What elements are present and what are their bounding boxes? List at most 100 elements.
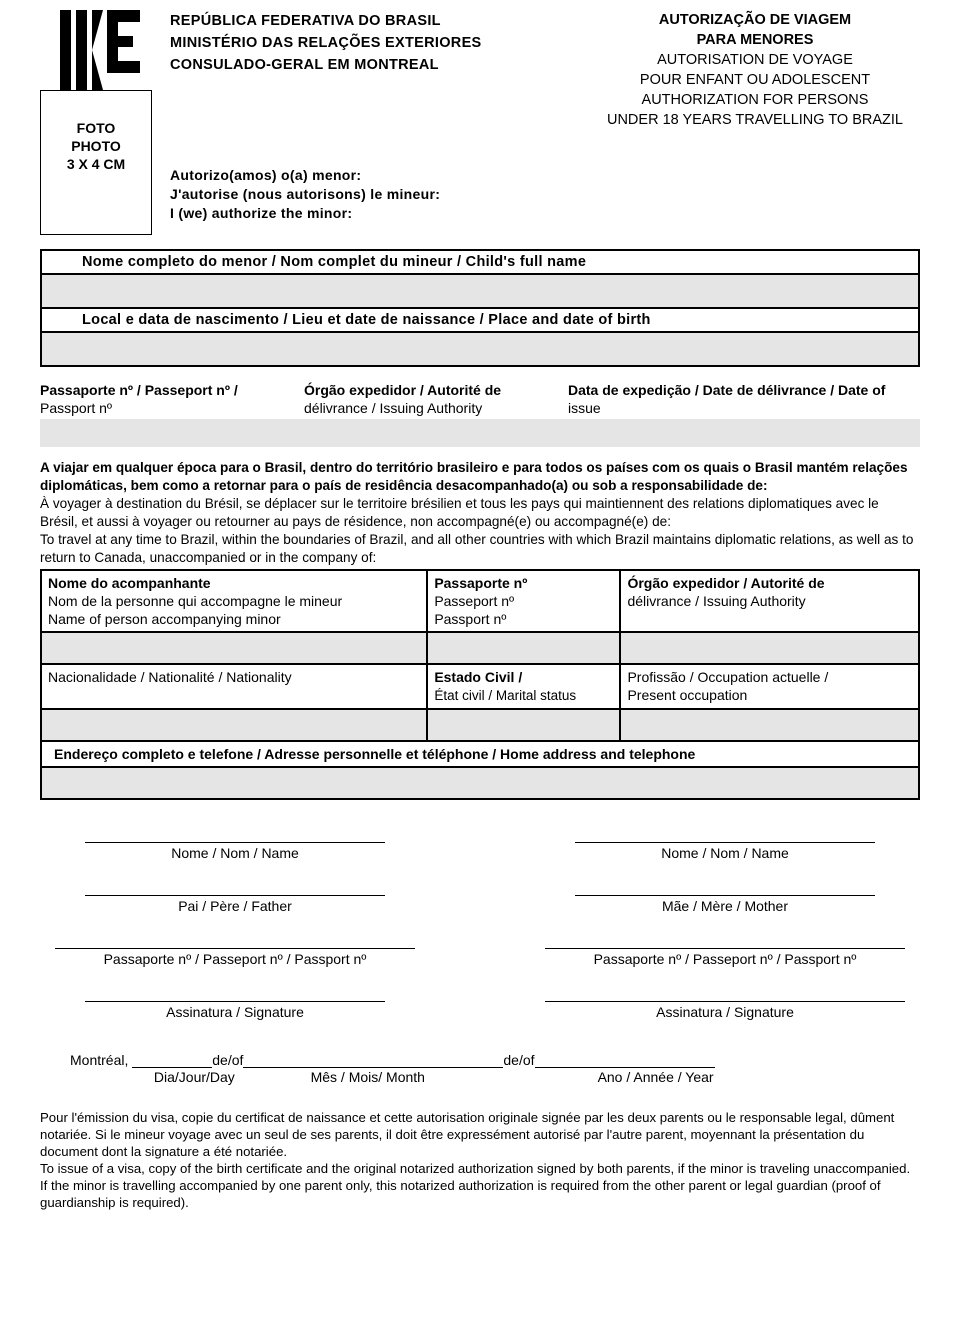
body-pt: A viajar em qualquer época para o Brasil… [40, 460, 908, 493]
sig-label-pass-r: Passaporte nº / Passeport nº / Passport … [594, 951, 857, 967]
title-fr1: AUTORISATION DE VOYAGE [590, 50, 920, 70]
prof-l2: Present occupation [627, 687, 747, 703]
addr-input[interactable] [41, 767, 919, 799]
logo [60, 10, 140, 90]
pass-c2l2: délivrance / Issuing Authority [304, 400, 482, 416]
authorize-block: Autorizo(amos) o(a) menor: J'autorise (n… [170, 166, 590, 223]
comp-c1l2: Nom de la personne qui accompagne le min… [48, 593, 342, 609]
title-en2: UNDER 18 YEARS TRAVELLING TO BRAZIL [590, 110, 920, 130]
sig-pass-left: Passaporte nº / Passeport nº / Passport … [40, 946, 430, 967]
comp-c3l2: délivrance / Issuing Authority [627, 593, 805, 609]
pass-c1l2: Passport nº [40, 400, 112, 416]
sig-label-sign-l: Assinatura / Signature [166, 1004, 304, 1020]
nat-input[interactable] [41, 709, 427, 741]
header-line1: REPÚBLICA FEDERATIVA DO BRASIL [170, 10, 590, 32]
header-line3: CONSULADO-GERAL EM MONTREAL [170, 54, 590, 76]
comp-c1l1: Nome do acompanhante [48, 575, 211, 591]
left-column: FOTO PHOTO 3 X 4 CM [40, 10, 160, 235]
day-label: Dia/Jour/Day [154, 1069, 264, 1085]
comp-c1: Nome do acompanhante Nom de la personne … [41, 570, 427, 632]
title-pt1: AUTORIZAÇÃO DE VIAGEM [590, 10, 920, 30]
signature-area: Nome / Nom / Name Nome / Nom / Name Pai … [40, 840, 920, 1085]
footer-text: Pour l'émission du visa, copie du certif… [40, 1109, 920, 1211]
passport-h1: Passaporte nº / Passeport nº / Passport … [40, 379, 304, 419]
companion-table: Nome do acompanhante Nom de la personne … [40, 569, 920, 800]
civil-l1: Estado Civil / [434, 669, 522, 685]
sig-name-right: Nome / Nom / Name [530, 840, 920, 861]
comp-c3l1: Órgão expedidor / Autorité de [627, 575, 824, 591]
footer-en: To issue of a visa, copy of the birth ce… [40, 1161, 910, 1210]
comp-c3: Órgão expedidor / Autorité de délivrance… [620, 570, 919, 632]
sig-sign-left: Assinatura / Signature [40, 999, 430, 1020]
birth-input[interactable] [41, 332, 919, 366]
auth-en: I (we) authorize the minor: [170, 204, 590, 223]
birth-label: Local e data de nascimento / Lieu et dat… [41, 308, 919, 332]
sig-label-mother: Mãe / Mère / Mother [662, 898, 788, 914]
photo-label-1: FOTO [41, 119, 151, 137]
comp-c2: Passaporte nº Passeport nº Passport nº [427, 570, 620, 632]
header-middle: REPÚBLICA FEDERATIVA DO BRASIL MINISTÉRI… [160, 10, 590, 235]
sig-sign-right: Assinatura / Signature [530, 999, 920, 1020]
child-name-label: Nome completo do menor / Nom complet du … [41, 250, 919, 274]
sig-label-name-l: Nome / Nom / Name [171, 845, 299, 861]
passport-table: Passaporte nº / Passeport nº / Passport … [40, 379, 920, 447]
body-text: A viajar em qualquer época para o Brasil… [40, 459, 920, 567]
child-name-table: Nome completo do menor / Nom complet du … [40, 249, 920, 367]
sig-label-sign-r: Assinatura / Signature [656, 1004, 794, 1020]
comp-auth-input[interactable] [620, 632, 919, 664]
title-pt2: PARA MENORES [590, 30, 920, 50]
day-input[interactable] [132, 1053, 212, 1068]
pass-c2l1: Órgão expedidor / Autorité de [304, 382, 501, 398]
passport-input-2[interactable] [304, 419, 568, 447]
comp-c2l1: Passaporte nº [434, 575, 527, 591]
auth-pt: Autorizo(amos) o(a) menor: [170, 166, 590, 185]
nat-label: Nacionalidade / Nationalité / Nationalit… [41, 664, 427, 709]
form-page: FOTO PHOTO 3 X 4 CM REPÚBLICA FEDERATIVA… [0, 0, 960, 1328]
photo-placeholder: FOTO PHOTO 3 X 4 CM [40, 90, 152, 235]
comp-pass-input[interactable] [427, 632, 620, 664]
month-label: Mês / Mois/ Month [268, 1069, 468, 1085]
passport-h2: Órgão expedidor / Autorité de délivrance… [304, 379, 568, 419]
pass-c1l1: Passaporte nº / Passeport nº / [40, 382, 238, 398]
date-labels: Dia/Jour/Day Mês / Mois/ Month Ano / Ann… [70, 1069, 920, 1085]
passport-input-1[interactable] [40, 419, 304, 447]
prof-label: Profissão / Occupation actuelle / Presen… [620, 664, 919, 709]
month-input[interactable] [243, 1053, 503, 1068]
year-label: Ano / Année / Year [556, 1069, 756, 1085]
pass-c3l1: Data de expedição / Date de délivrance /… [568, 382, 885, 398]
title-fr2: POUR ENFANT OU ADOLESCENT [590, 70, 920, 90]
comp-name-input[interactable] [41, 632, 427, 664]
header-right: AUTORIZAÇÃO DE VIAGEM PARA MENORES AUTOR… [590, 10, 920, 235]
sig-label-father: Pai / Père / Father [178, 898, 292, 914]
civil-input[interactable] [427, 709, 620, 741]
photo-label-2: PHOTO [41, 137, 151, 155]
auth-fr: J'autorise (nous autorisons) le mineur: [170, 185, 590, 204]
body-en: To travel at any time to Brazil, within … [40, 532, 913, 565]
child-name-input[interactable] [41, 274, 919, 308]
body-fr: À voyager à destination du Brésil, se dé… [40, 496, 879, 529]
comp-c1l3: Name of person accompanying minor [48, 611, 281, 627]
comp-c2l3: Passport nº [434, 611, 506, 627]
passport-input-3[interactable] [568, 419, 920, 447]
prof-input[interactable] [620, 709, 919, 741]
sig-pass-right: Passaporte nº / Passeport nº / Passport … [530, 946, 920, 967]
deof2: de/of [503, 1052, 534, 1068]
header-row: FOTO PHOTO 3 X 4 CM REPÚBLICA FEDERATIVA… [40, 10, 920, 235]
footer-fr: Pour l'émission du visa, copie du certif… [40, 1110, 894, 1159]
date-city: Montréal, [70, 1052, 132, 1068]
deof1: de/of [212, 1052, 243, 1068]
title-en1: AUTHORIZATION FOR PERSONS [590, 90, 920, 110]
sig-name-left: Nome / Nom / Name [40, 840, 430, 861]
header-line2: MINISTÉRIO DAS RELAÇÕES EXTERIORES [170, 32, 590, 54]
sig-father: Pai / Père / Father [40, 893, 430, 914]
civil-label: Estado Civil / État civil / Marital stat… [427, 664, 620, 709]
comp-c2l2: Passeport nº [434, 593, 514, 609]
year-input[interactable] [535, 1053, 715, 1068]
sig-label-name-r: Nome / Nom / Name [661, 845, 789, 861]
date-line: Montréal, de/of de/of [70, 1052, 920, 1068]
civil-l2: État civil / Marital status [434, 688, 576, 703]
prof-l1: Profissão / Occupation actuelle / [627, 669, 828, 685]
addr-label: Endereço completo e telefone / Adresse p… [41, 741, 919, 767]
sig-label-pass-l: Passaporte nº / Passeport nº / Passport … [104, 951, 367, 967]
pass-c3l2: issue [568, 400, 601, 416]
